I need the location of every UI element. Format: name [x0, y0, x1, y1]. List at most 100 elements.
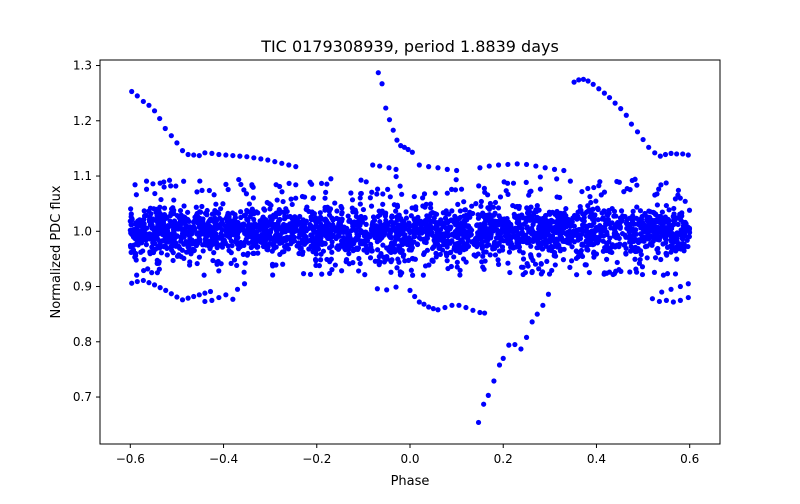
data-point — [276, 217, 282, 223]
data-point — [152, 240, 158, 247]
data-point — [382, 213, 389, 219]
data-point — [170, 250, 176, 256]
data-point — [455, 230, 461, 236]
data-point — [514, 227, 520, 234]
data-point — [505, 260, 511, 266]
data-point — [505, 228, 511, 234]
data-point — [501, 238, 507, 244]
data-point — [427, 227, 433, 233]
data-point — [537, 241, 543, 247]
data-point — [561, 213, 567, 219]
data-point — [654, 191, 660, 197]
data-point — [632, 244, 639, 250]
data-point — [191, 293, 197, 300]
data-point — [232, 215, 239, 221]
data-point — [324, 229, 331, 235]
data-point — [357, 240, 363, 247]
data-point — [194, 260, 200, 267]
data-point — [478, 203, 484, 209]
data-point — [563, 224, 569, 230]
data-point — [165, 223, 171, 229]
data-point — [580, 242, 586, 248]
data-point — [170, 226, 177, 233]
data-point — [230, 296, 236, 302]
data-point — [609, 242, 616, 248]
data-point — [611, 208, 618, 214]
data-point — [216, 268, 222, 274]
data-point — [346, 261, 352, 267]
data-point — [639, 271, 646, 278]
data-point — [427, 218, 434, 224]
data-point — [383, 105, 389, 111]
data-point — [508, 221, 514, 228]
data-point — [394, 137, 400, 143]
data-point — [678, 232, 684, 238]
data-point — [229, 243, 235, 249]
data-point — [543, 237, 549, 243]
data-point — [246, 227, 252, 233]
data-point — [312, 241, 318, 248]
data-point — [209, 150, 215, 156]
data-point — [319, 271, 325, 277]
data-point — [288, 234, 294, 240]
data-point — [412, 256, 418, 262]
data-point — [506, 342, 512, 348]
data-point — [406, 247, 412, 253]
data-point — [265, 157, 271, 163]
data-point — [575, 209, 581, 215]
data-point — [668, 150, 674, 156]
data-point — [523, 161, 530, 168]
data-point — [143, 242, 149, 248]
data-point — [604, 256, 610, 262]
data-point — [165, 239, 171, 245]
data-point — [510, 202, 516, 209]
data-point — [659, 226, 665, 232]
data-point — [199, 187, 205, 193]
data-point — [157, 245, 163, 251]
data-point — [634, 204, 640, 210]
data-point — [655, 214, 661, 220]
x-tick-label: 0.2 — [494, 452, 513, 466]
data-point — [424, 224, 430, 230]
data-point — [318, 215, 324, 221]
data-point — [606, 94, 613, 101]
data-point — [269, 216, 275, 223]
data-point — [411, 239, 417, 245]
data-point — [634, 182, 640, 188]
data-point — [214, 245, 220, 251]
data-point — [645, 236, 651, 242]
data-point — [422, 238, 429, 244]
data-point — [376, 232, 382, 238]
data-point — [342, 242, 349, 248]
data-point — [288, 241, 294, 247]
data-point — [181, 241, 187, 247]
data-point — [239, 227, 245, 233]
data-point — [652, 150, 658, 156]
data-point — [453, 248, 459, 254]
data-point — [168, 291, 174, 297]
data-point — [650, 224, 656, 230]
data-point — [668, 286, 674, 292]
data-point — [323, 224, 329, 231]
data-point — [172, 222, 178, 229]
data-point — [213, 201, 219, 207]
data-point — [168, 206, 175, 212]
data-point — [664, 252, 670, 258]
data-point — [174, 212, 180, 219]
data-point — [145, 208, 152, 214]
data-point — [480, 253, 486, 259]
data-point — [311, 226, 317, 232]
data-point — [140, 221, 146, 227]
data-point — [179, 247, 185, 253]
data-point — [154, 257, 160, 263]
data-point — [656, 298, 663, 305]
data-point — [677, 283, 683, 290]
data-point — [246, 240, 252, 246]
data-point — [628, 235, 634, 241]
data-point — [300, 271, 307, 277]
data-point — [654, 236, 661, 243]
data-point — [273, 210, 279, 216]
data-point — [636, 220, 642, 226]
x-tick-label: −0.2 — [302, 452, 331, 466]
data-point — [612, 224, 619, 230]
